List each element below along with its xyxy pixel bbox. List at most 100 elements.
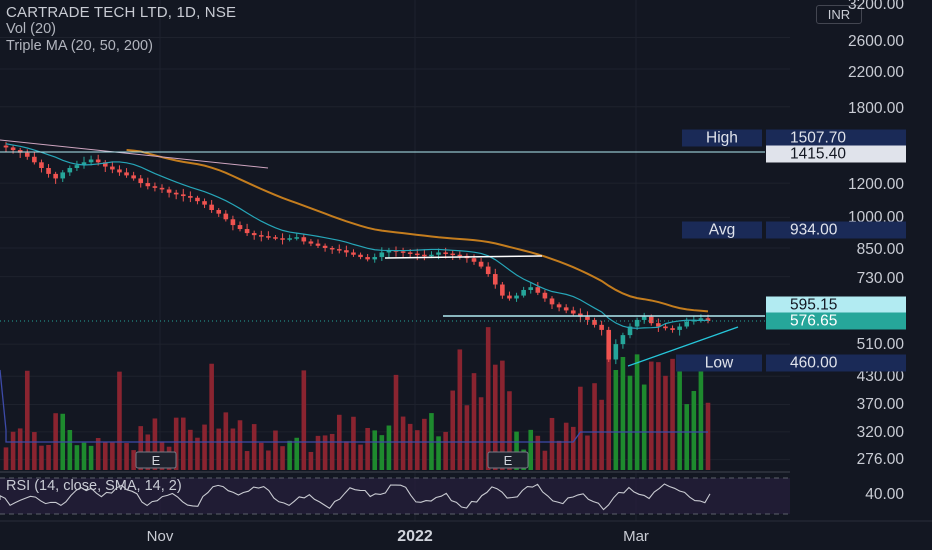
candle-body [60, 172, 66, 179]
volume-bar [3, 447, 9, 470]
volume-bar [414, 430, 420, 470]
avg-value-tag: 934.00 [766, 221, 906, 239]
volume-bar [138, 426, 144, 470]
candle-body [329, 247, 335, 250]
candle-body [74, 165, 80, 169]
candle-body [67, 168, 73, 173]
y-label-1800: 1800.00 [847, 100, 904, 117]
volume-bar [188, 429, 193, 470]
downtrend-line-drawing[interactable] [0, 139, 269, 169]
candle-body [556, 304, 562, 308]
volume-bar [599, 399, 604, 470]
ma-indicator-label[interactable]: Triple MA (20, 50, 200) [6, 38, 153, 54]
ascending-trendline-drawing[interactable] [627, 326, 739, 367]
candle-body [656, 323, 661, 327]
volume-bar [705, 402, 711, 470]
candle-body [500, 284, 505, 296]
volume-bar [606, 345, 612, 470]
symbol-title[interactable]: CARTRADE TECH LTD, 1D, NSE [6, 4, 237, 21]
candle-body [478, 261, 484, 267]
candle-body [528, 287, 534, 290]
volume-bar [670, 358, 675, 470]
volume-bar [32, 432, 37, 470]
volume-bar [344, 441, 349, 470]
volume-bar [322, 435, 328, 470]
candle-body [471, 258, 477, 262]
candle-body [195, 197, 200, 202]
candle-body [188, 196, 193, 198]
candle-body [230, 219, 236, 226]
volume-bar [195, 437, 200, 470]
candle-body [358, 254, 363, 258]
volume-bar [173, 417, 179, 470]
y-label-1200: 1200.00 [847, 176, 904, 193]
candle-body [648, 316, 654, 324]
candle-body [24, 152, 30, 157]
candle-body [521, 289, 526, 296]
support-line-drawing[interactable] [384, 255, 543, 259]
candle-body [443, 252, 448, 254]
volume-bar [634, 354, 640, 470]
volume-bar [244, 451, 250, 470]
candle-body [606, 329, 612, 360]
candle-body [627, 326, 633, 336]
volume-bar [24, 370, 30, 470]
volume-bar [485, 327, 491, 470]
rsi-indicator-label[interactable]: RSI (14, close, SMA, 14, 2) [6, 478, 182, 494]
candle-body [684, 321, 690, 327]
volume-bar [39, 445, 44, 470]
volume-bar [443, 431, 448, 470]
volume-bar [102, 442, 108, 470]
ma20-line [5, 143, 709, 329]
volume-bar [216, 428, 222, 470]
candle-body [436, 252, 441, 255]
high-value-tag: 1507.70 [766, 129, 906, 147]
price-top-tag: 595.15 [766, 296, 906, 314]
candle-body [223, 213, 229, 220]
volume-bar [46, 444, 51, 470]
volume-bar [570, 426, 576, 470]
volume-bar [372, 430, 378, 470]
candle-body [322, 245, 328, 248]
candle-body [159, 187, 165, 190]
volume-bar [294, 437, 300, 470]
volume-bar [450, 390, 456, 470]
candle-body [578, 313, 583, 317]
volume-bar [457, 349, 463, 470]
volume-bar [542, 450, 548, 470]
candle-body [280, 238, 285, 240]
currency-button[interactable]: INR [816, 5, 862, 24]
volume-bar [500, 360, 505, 470]
volume-bar [223, 412, 229, 470]
volume-bar [507, 391, 512, 470]
volume-bar [464, 405, 470, 470]
candle-body [641, 316, 647, 320]
candle-body [599, 324, 604, 330]
candle-body [372, 257, 378, 260]
volume-bar [663, 375, 668, 470]
candle-body [407, 252, 413, 254]
candle-body [166, 189, 172, 193]
earnings-marker-1[interactable]: E [135, 451, 177, 469]
candle-body [273, 237, 278, 239]
volume-bar [202, 424, 207, 470]
candle-body [670, 328, 675, 330]
volume-bars [3, 327, 711, 470]
candle-body [258, 235, 264, 237]
earnings-marker-1-label: E [152, 453, 161, 468]
candle-body [39, 162, 44, 169]
volume-bar [131, 450, 136, 470]
y-label-850: 850.00 [856, 241, 904, 258]
candle-body [429, 254, 434, 257]
candle-body [53, 173, 58, 179]
volume-bar [471, 373, 477, 470]
volume-bar [436, 436, 441, 470]
candle-body [3, 145, 9, 148]
earnings-marker-2[interactable]: E [487, 451, 529, 469]
volume-bar [379, 435, 385, 470]
candle-body [244, 229, 250, 234]
volume-bar [301, 370, 307, 470]
volume-bar [10, 431, 16, 470]
volume-indicator-label[interactable]: Vol (20) [6, 21, 56, 37]
